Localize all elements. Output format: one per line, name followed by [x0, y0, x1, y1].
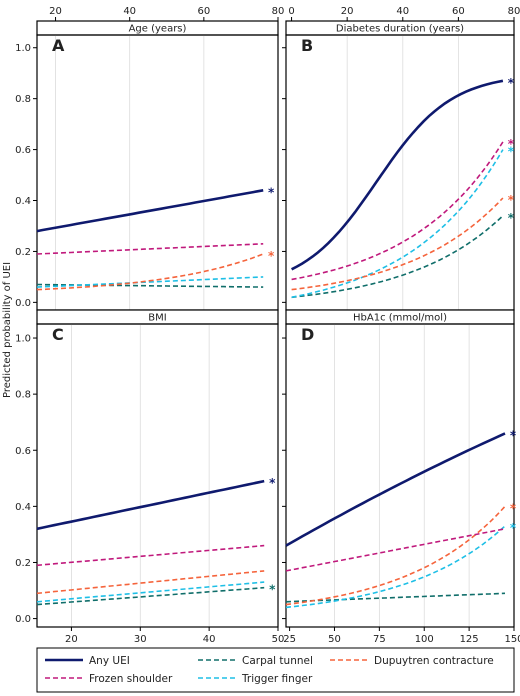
series-line-dupuytren — [285, 505, 506, 606]
legend-item-any: Any UEI — [45, 655, 130, 667]
x-tick-label: 150 — [504, 634, 520, 645]
x-tick-label: 20 — [65, 634, 78, 645]
panel-strip-title: Age (years) — [129, 24, 187, 35]
series-line-any — [285, 432, 506, 547]
series-line-any — [291, 79, 504, 271]
legend-item-carpal: Carpal tunnel — [198, 655, 313, 667]
y-tick-label: 0.6 — [15, 446, 31, 457]
legend-label: Any UEI — [89, 655, 130, 667]
x-tick-label: 25 — [283, 634, 296, 645]
x-tick-label: 40 — [123, 6, 136, 17]
x-tick-label: 40 — [203, 634, 216, 645]
y-axis-label: Predicted probability of UEI — [2, 262, 13, 398]
significance-star: * — [508, 145, 515, 159]
y-tick-label: 0.2 — [15, 247, 31, 258]
significance-star: * — [269, 476, 276, 490]
series-line-trigger — [36, 581, 265, 603]
y-tick-label: 1.0 — [15, 334, 31, 345]
series-line-any — [36, 479, 265, 531]
x-tick-label: 40 — [396, 6, 409, 17]
legend-label: Dupuytren contracture — [374, 655, 494, 667]
series-line-dupuytren — [291, 197, 504, 291]
panel-d: HbA1c (mmol/mol) D 25 50 75 100 125 150 * * * — [282, 309, 520, 645]
plot-frame — [285, 34, 515, 311]
x-tick-label: 0 — [288, 6, 294, 17]
y-tick-label: 0.4 — [15, 196, 31, 207]
series-line-trigger — [291, 149, 504, 299]
x-tick-label: 60 — [197, 6, 210, 17]
series-line-carpal — [285, 592, 506, 603]
significance-star: * — [508, 137, 515, 151]
series-line-carpal — [36, 586, 265, 606]
legend-label: Trigger finger — [241, 673, 313, 685]
series-line-dupuytren — [36, 253, 264, 291]
panel-letter: D — [301, 325, 314, 344]
significance-star: * — [508, 211, 515, 225]
x-tick-label: 50 — [272, 634, 285, 645]
x-tick-label: 30 — [134, 634, 147, 645]
significance-star: * — [268, 249, 275, 263]
significance-star: * — [510, 501, 517, 515]
legend-label: Carpal tunnel — [242, 655, 313, 667]
legend-item-trigger: Trigger finger — [198, 673, 313, 685]
x-tick-label: 20 — [49, 6, 62, 17]
y-tick-label: 0.0 — [15, 298, 31, 309]
panel-b: Diabetes duration (years)B0 20 40 60 80***** — [282, 6, 520, 311]
y-tick-label: 1.0 — [15, 43, 31, 54]
legend-label: Frozen shoulder — [89, 673, 173, 685]
series-line-dupuytren — [36, 570, 265, 595]
series-line-carpal — [36, 283, 264, 288]
panel-strip-title: HbA1c (mmol/mol) — [353, 313, 447, 324]
significance-star: * — [510, 428, 517, 442]
x-tick-label: 125 — [460, 634, 479, 645]
panel-a: Age (years) A 20 40 60 80 0.0 0.2 0.4 0.6 0.8 1.0 * * — [15, 6, 285, 311]
series-line-trigger — [285, 525, 506, 609]
panel-letter: A — [52, 36, 65, 55]
series-line-any — [36, 189, 264, 233]
x-tick-label: 75 — [373, 634, 386, 645]
panel-strip-title: BMI — [148, 313, 166, 324]
panel-c: BMI C 20 30 40 50 0.0 0.2 0.4 0.6 0.8 1.0 * * — [15, 309, 285, 645]
significance-star: * — [508, 76, 515, 90]
y-tick-label: 0.0 — [15, 614, 31, 625]
plot-frame — [36, 323, 279, 628]
legend-item-dupuytren: Dupuytren contracture — [330, 655, 494, 667]
x-tick-label: 20 — [341, 6, 354, 17]
series-line-frozen — [36, 544, 265, 567]
significance-star: * — [510, 521, 517, 535]
series-line-trigger — [36, 276, 264, 288]
legend-item-frozen: Frozen shoulder — [45, 673, 173, 685]
panel-letter: B — [301, 36, 313, 55]
y-tick-label: 0.4 — [15, 502, 31, 513]
plot-frame — [285, 323, 515, 628]
significance-star: * — [269, 583, 276, 597]
significance-star: * — [508, 193, 515, 207]
y-tick-label: 0.2 — [15, 558, 31, 569]
y-tick-label: 0.8 — [15, 390, 31, 401]
series-line-carpal — [291, 215, 504, 299]
x-tick-label: 60 — [452, 6, 465, 17]
x-tick-label: 80 — [508, 6, 520, 17]
series-line-frozen — [291, 141, 504, 281]
legend: Any UEI Carpal tunnel Dupuytren contractur… — [36, 647, 515, 693]
legend-box — [36, 647, 515, 693]
x-tick-label: 80 — [272, 6, 285, 17]
panel-letter: C — [52, 325, 64, 344]
y-tick-label: 0.6 — [15, 145, 31, 156]
x-tick-label: 100 — [415, 634, 434, 645]
x-tick-label: 50 — [328, 634, 341, 645]
significance-star: * — [268, 185, 275, 199]
panel-strip-title: Diabetes duration (years) — [336, 24, 464, 35]
plot-frame — [36, 34, 279, 311]
y-tick-label: 0.8 — [15, 94, 31, 105]
series-line-frozen — [36, 243, 264, 255]
series-line-frozen — [285, 528, 506, 572]
